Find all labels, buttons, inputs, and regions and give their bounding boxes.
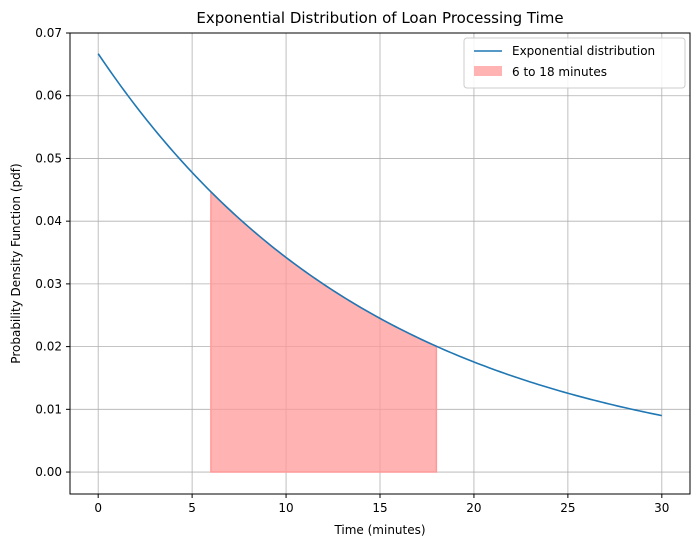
series-line-exponential [97,53,662,417]
y-tick-label: 0.04 [35,214,62,228]
x-axis-label: Time (minutes) [333,523,425,537]
y-tick-label: 0.07 [35,26,62,40]
x-tick-label: 5 [188,501,196,515]
x-tick-label: 10 [278,501,293,515]
y-axis: 0.00 0.01 0.02 0.03 0.04 0.05 0.06 0.07 [35,26,70,479]
legend-label-range: 6 to 18 minutes [512,65,607,79]
y-tick-label: 0.00 [35,465,62,479]
y-tick-label: 0.05 [35,151,62,165]
x-tick-label: 25 [560,501,575,515]
y-axis-label: Probability Density Function (pdf) [9,163,23,363]
x-axis: 0 5 10 15 20 25 30 [94,494,669,515]
legend-area-swatch [474,66,502,76]
x-tick-label: 20 [466,501,481,515]
chart-title: Exponential Distribution of Loan Process… [196,9,563,27]
series-group [97,53,662,417]
y-tick-label: 0.06 [35,89,62,103]
x-tick-label: 0 [94,501,102,515]
x-tick-label: 15 [372,501,387,515]
y-tick-label: 0.01 [35,402,62,416]
x-tick-label: 30 [654,501,669,515]
y-tick-label: 0.03 [35,277,62,291]
y-tick-label: 0.02 [35,340,62,354]
legend-box [463,37,686,89]
legend: Exponential distribution 6 to 18 minutes [463,37,686,89]
legend-label-exponential: Exponential distribution [512,44,655,58]
